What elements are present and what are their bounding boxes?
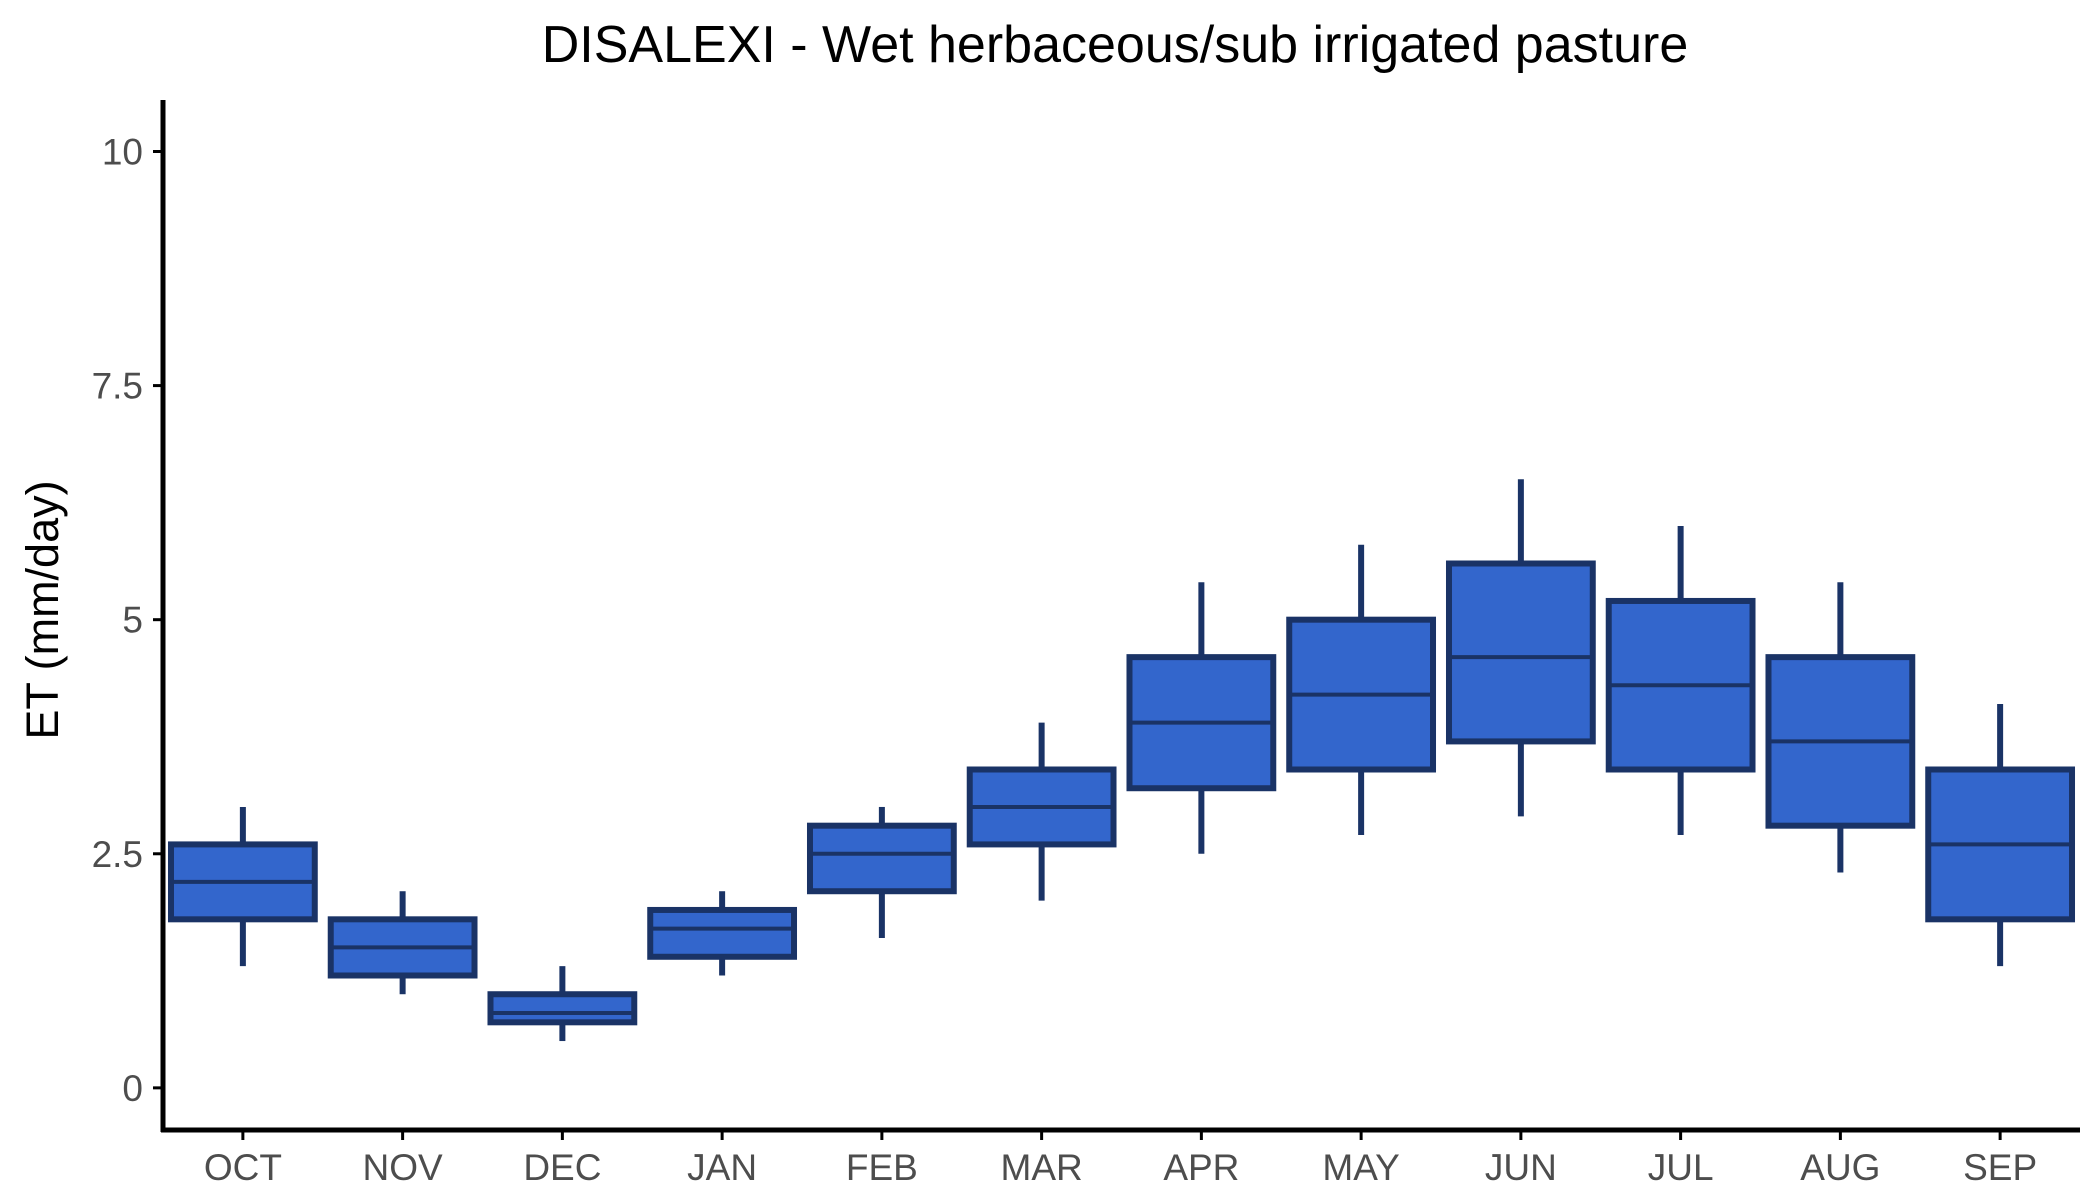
box-aug — [1765, 582, 1916, 873]
y-tick-label: 7.5 — [92, 366, 143, 407]
y-tick-label: 5 — [122, 600, 143, 641]
x-tick-label: JAN — [687, 1147, 757, 1188]
box-dec — [487, 966, 638, 1042]
box-jan — [647, 891, 798, 976]
x-tick-label: APR — [1163, 1147, 1239, 1188]
box-may — [1286, 544, 1437, 836]
box-oct — [167, 806, 318, 967]
box-body — [806, 822, 957, 895]
chart-title: DISALEXI - Wet herbaceous/sub irrigated … — [542, 16, 1689, 74]
box-body — [1445, 560, 1596, 745]
box-feb — [806, 806, 957, 939]
x-tick-label: JUN — [1485, 1147, 1557, 1188]
x-tick-label: MAY — [1322, 1147, 1399, 1188]
y-axis-title: ET (mm/day) — [17, 480, 68, 739]
box-nov — [327, 891, 478, 995]
x-tick-label: FEB — [846, 1147, 918, 1188]
y-tick-label: 0 — [122, 1068, 143, 1109]
x-tick-label: OCT — [204, 1147, 282, 1188]
box-body — [647, 906, 798, 960]
box-apr — [1126, 582, 1277, 854]
x-tick-label: MAR — [1001, 1147, 1083, 1188]
x-axis-ticks: OCT NOV DEC JAN FEB MAR APR MAY JUN JUL AUG SEP — [204, 1130, 2037, 1188]
box-series — [167, 479, 2076, 1042]
box-sep — [1925, 703, 2076, 967]
y-tick-label: 2.5 — [92, 834, 143, 875]
x-tick-label: SEP — [1963, 1147, 2037, 1188]
y-axis-ticks: 0 2.5 5 7.5 10 — [92, 132, 163, 1109]
x-tick-label: NOV — [363, 1147, 444, 1188]
box-mar — [966, 722, 1117, 901]
x-tick-label: JUL — [1648, 1147, 1714, 1188]
x-tick-label: DEC — [523, 1147, 601, 1188]
y-tick-label: 10 — [102, 132, 143, 173]
box-jun — [1445, 479, 1596, 817]
box-body — [487, 991, 638, 1026]
x-tick-label: AUG — [1800, 1147, 1880, 1188]
box-jul — [1605, 526, 1756, 836]
